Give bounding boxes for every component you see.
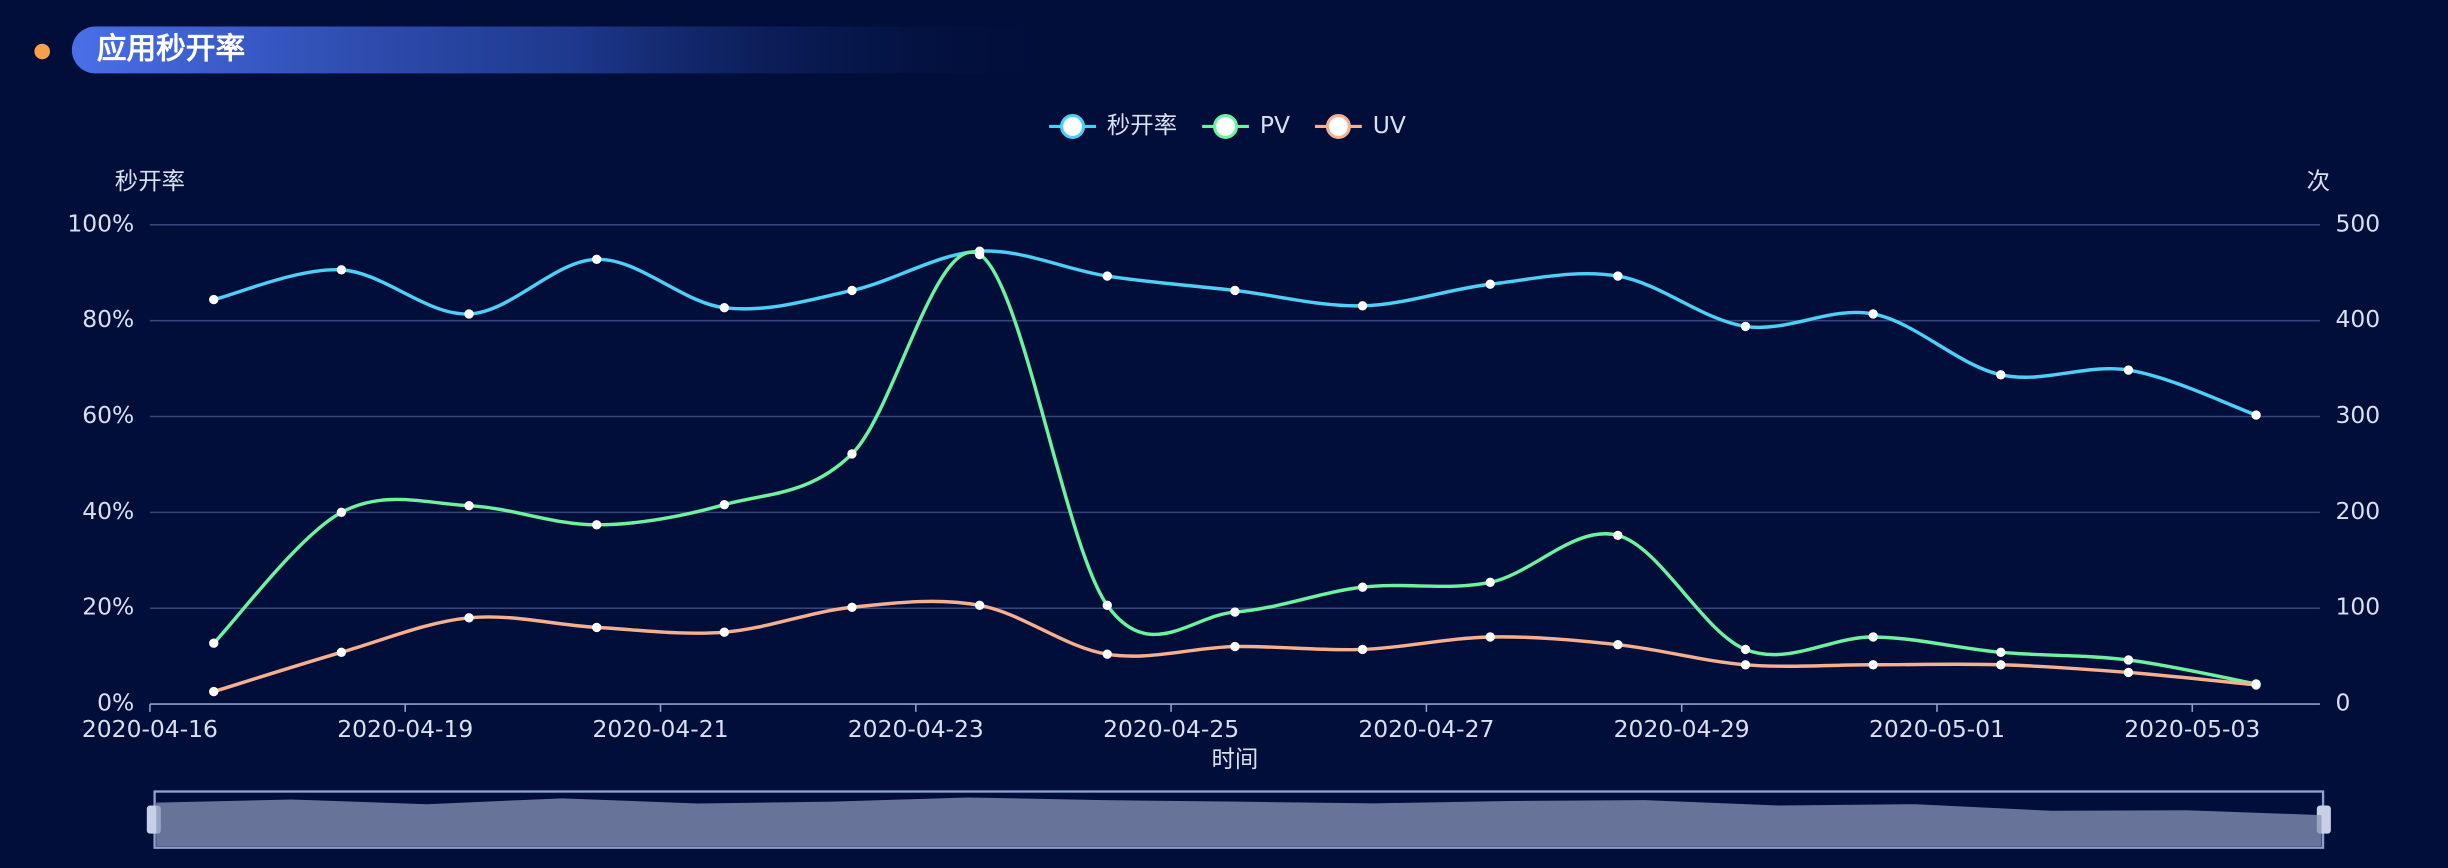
data-point (1230, 285, 1240, 296)
data-point (2251, 680, 2261, 690)
x-tick-label: 2020-04-23 (848, 715, 984, 743)
legend-label: UV (1373, 111, 1406, 139)
data-point (1613, 271, 1623, 281)
data-point (336, 507, 347, 518)
y-axis-label: 秒开率 (115, 167, 185, 195)
y-tick-label: 20% (82, 593, 134, 621)
data-point (464, 613, 474, 623)
data-point (1740, 660, 1751, 670)
data-point (847, 285, 857, 296)
data-point (1996, 370, 2006, 380)
data-point (974, 249, 985, 260)
x-tick-label: 2020-04-25 (1103, 715, 1239, 743)
y-tick-label: 40% (82, 497, 134, 525)
y-tick-label: 80% (82, 305, 134, 333)
data-point (1357, 301, 1368, 311)
data-point (719, 303, 730, 313)
data-point (336, 647, 347, 658)
data-point (974, 600, 985, 611)
data-point (1868, 660, 1878, 670)
zoom-overview (156, 797, 2322, 847)
x-tick-label: 2020-04-19 (337, 715, 473, 743)
data-point (1868, 632, 1878, 642)
legend-marker (1060, 113, 1086, 139)
y2-tick-label: 300 (2336, 401, 2381, 429)
data-point (1613, 639, 1623, 650)
y-tick-label: 100% (67, 209, 134, 237)
data-point (1740, 644, 1751, 655)
y2-tick-label: 0 (2336, 689, 2351, 717)
y2-tick-label: 400 (2336, 305, 2381, 333)
data-point (592, 520, 602, 530)
y2-tick-label: 100 (2336, 593, 2381, 621)
data-point (719, 500, 730, 510)
data-point (1230, 641, 1240, 652)
data-point (2123, 655, 2134, 665)
data-point (847, 602, 857, 612)
x-tick-label: 2020-04-27 (1358, 715, 1494, 743)
data-point (1996, 647, 2006, 658)
data-point (1996, 660, 2006, 670)
data-point (464, 500, 474, 511)
header-dot (34, 43, 51, 60)
x-tick-label: 2020-05-03 (2124, 715, 2260, 743)
data-point (592, 254, 602, 264)
legend-marker (1325, 113, 1351, 139)
data-point (1485, 279, 1495, 289)
series-line (213, 249, 2257, 417)
x-tick-label: 2020-04-29 (1614, 715, 1750, 743)
data-point (2123, 667, 2134, 678)
legend-marker (1213, 113, 1239, 139)
data-point (1102, 271, 1112, 281)
data-point (1230, 607, 1240, 617)
y2-tick-label: 500 (2336, 209, 2381, 237)
y2-tick-label: 200 (2336, 497, 2381, 525)
data-point (209, 638, 219, 648)
data-point (2251, 410, 2261, 420)
legend-label: PV (1260, 111, 1290, 139)
x-tick-label: 2020-04-16 (82, 715, 218, 743)
x-tick-label: 2020-04-21 (593, 715, 729, 743)
legend-label: 秒开率 (1107, 111, 1177, 139)
y-tick-label: 60% (82, 401, 134, 429)
data-point (1485, 632, 1495, 642)
data-point (1357, 582, 1368, 592)
data-point (1102, 649, 1112, 659)
data-point (2123, 365, 2134, 375)
header-title: 应用秒开率 (97, 30, 245, 65)
data-point (1868, 309, 1878, 319)
data-point (719, 627, 730, 637)
data-point (1740, 321, 1751, 332)
data-point (209, 686, 219, 697)
x-tick-label: 2020-05-01 (1869, 715, 2005, 743)
data-point (464, 309, 474, 319)
y2-axis-label: 次 (2307, 167, 2330, 195)
y-tick-label: 0% (97, 689, 134, 717)
data-point (1102, 600, 1112, 611)
data-point (1357, 644, 1368, 655)
x-axis-label: 时间 (1212, 745, 1259, 773)
data-point (209, 294, 219, 305)
data-point (592, 622, 602, 633)
data-point (1485, 577, 1495, 588)
data-point (336, 265, 347, 275)
data-point (1613, 530, 1623, 541)
header-bar (71, 26, 1078, 74)
data-point (847, 449, 857, 459)
